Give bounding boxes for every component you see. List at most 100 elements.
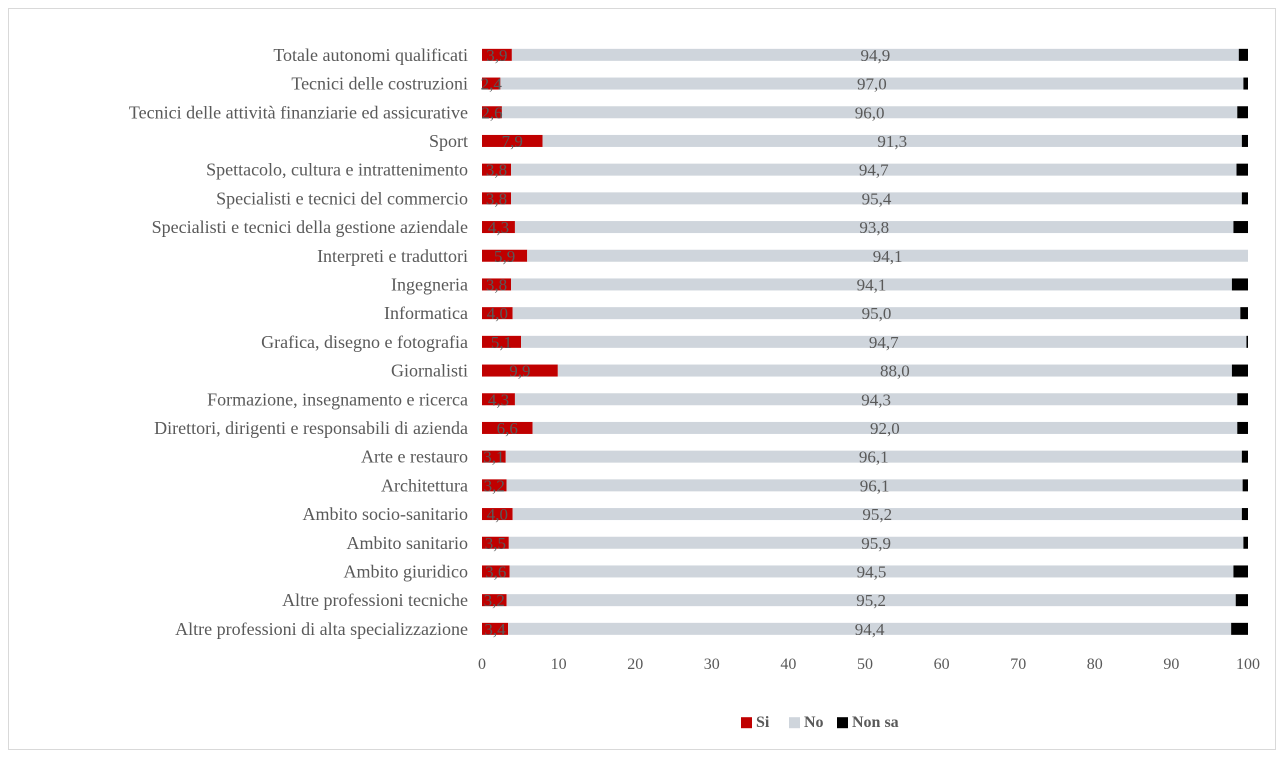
bar-si xyxy=(482,48,512,61)
legend-label: Non sa xyxy=(852,714,899,731)
bar-si xyxy=(482,134,543,147)
bar-si xyxy=(482,393,515,406)
data-label-no: 94,4 xyxy=(855,620,885,639)
bar-non-sa xyxy=(1243,77,1248,90)
category-label: Specialisti e tecnici del commercio xyxy=(216,188,468,208)
data-label-si: 3,1 xyxy=(483,448,504,467)
bar-si xyxy=(482,565,510,578)
x-tick-label: 30 xyxy=(704,656,720,673)
x-tick-label: 0 xyxy=(478,656,486,673)
data-label-no: 95,0 xyxy=(862,304,892,323)
category-label: Interpreti e traduttori xyxy=(317,246,468,266)
bar-si xyxy=(482,622,509,635)
data-label-no: 94,5 xyxy=(857,562,887,581)
data-label-no: 94,1 xyxy=(857,275,887,294)
data-label-no: 94,1 xyxy=(873,247,903,266)
x-tick-label: 10 xyxy=(551,656,567,673)
bar-non-sa xyxy=(1240,307,1248,320)
data-label-si: 4,0 xyxy=(487,304,508,323)
bar-no xyxy=(508,622,1232,635)
data-label-no: 95,4 xyxy=(862,189,892,208)
data-label-si: 3,2 xyxy=(484,476,505,495)
category-label: Ambito socio-sanitario xyxy=(303,504,468,524)
bar-non-sa xyxy=(1231,278,1248,291)
bar-non-sa xyxy=(1236,163,1248,176)
bar-no xyxy=(500,77,1244,90)
bar-non-sa xyxy=(1238,48,1248,61)
bar-si xyxy=(482,249,528,262)
x-tick-label: 80 xyxy=(1087,656,1103,673)
bar-si xyxy=(482,508,513,521)
category-label: Formazione, insegnamento e ricerca xyxy=(207,389,468,409)
bar-si xyxy=(482,536,509,549)
bar-si xyxy=(482,106,502,119)
data-label-no: 95,2 xyxy=(856,591,886,610)
bar-no xyxy=(514,221,1234,234)
bar-non-sa xyxy=(1233,565,1248,578)
legend-swatch-no xyxy=(789,717,800,729)
bar-no xyxy=(514,393,1238,406)
bar-si xyxy=(482,594,507,607)
bar-non-sa xyxy=(1231,364,1248,377)
bar-non-sa xyxy=(1231,622,1248,635)
category-label: Giornalisti xyxy=(391,361,468,381)
chart-frame: Totale autonomi qualificati 3,9 94,9 Tecnic… xyxy=(8,8,1276,750)
data-label-no: 94,7 xyxy=(869,333,899,352)
bar-non-sa xyxy=(1237,421,1248,434)
data-label-si: 3,2 xyxy=(484,591,505,610)
data-label-si: 3,8 xyxy=(486,161,507,180)
data-label-no: 95,2 xyxy=(862,505,892,524)
data-label-si: 6,6 xyxy=(497,419,518,438)
bar-si xyxy=(482,479,507,492)
category-label: Architettura xyxy=(381,475,468,495)
data-label-no: 96,1 xyxy=(860,476,890,495)
data-label-no: 91,3 xyxy=(877,132,907,151)
data-label-si: 3,9 xyxy=(486,46,507,65)
bar-no xyxy=(521,335,1247,348)
category-label: Sport xyxy=(429,131,468,151)
category-label: Spettacolo, cultura e intrattenimento xyxy=(206,160,468,180)
data-label-si: 4,3 xyxy=(488,218,509,237)
bar-non-sa xyxy=(1237,106,1248,119)
bar-si xyxy=(482,364,558,377)
legend-label: Si xyxy=(756,714,770,731)
bar-no xyxy=(542,134,1242,147)
bar-no xyxy=(512,508,1242,521)
data-label-si: 4,0 xyxy=(487,505,508,524)
bar-non-sa xyxy=(1237,393,1248,406)
bar-si xyxy=(482,163,512,176)
bar-non-sa xyxy=(1241,508,1248,521)
category-label: Direttori, dirigenti e responsabili di a… xyxy=(154,418,468,438)
data-label-si: 4,3 xyxy=(488,390,509,409)
data-label-si: 2,4 xyxy=(481,75,503,94)
category-label: Arte e restauro xyxy=(361,447,468,467)
category-label: Tecnici delle costruzioni xyxy=(291,74,468,94)
data-label-no: 96,1 xyxy=(859,448,889,467)
data-label-si: 3,8 xyxy=(486,189,507,208)
bar-si xyxy=(482,307,513,320)
bar-no xyxy=(511,163,1237,176)
category-label: Altre professioni tecniche xyxy=(282,590,468,610)
bar-no xyxy=(501,106,1238,119)
bar-no xyxy=(557,364,1232,377)
bar-si xyxy=(482,278,512,291)
bar-non-sa xyxy=(1241,192,1248,205)
data-label-no: 93,8 xyxy=(859,218,889,237)
category-label: Grafica, disegno e fotografia xyxy=(261,332,468,352)
bar-si xyxy=(482,77,501,90)
bar-no xyxy=(509,565,1234,578)
bar-si xyxy=(482,192,512,205)
category-label: Altre professioni di alta specializzazio… xyxy=(175,619,468,639)
bar-si xyxy=(482,221,515,234)
category-label: Ingegneria xyxy=(391,274,468,294)
data-label-si: 3,5 xyxy=(485,534,506,553)
category-label: Informatica xyxy=(384,303,468,323)
x-tick-label: 60 xyxy=(934,656,950,673)
bar-no xyxy=(532,421,1238,434)
legend-swatch-si xyxy=(741,717,752,729)
bar-no xyxy=(511,192,1242,205)
data-label-si: 3,4 xyxy=(484,620,506,639)
bar-non-sa xyxy=(1241,450,1248,463)
bar-si xyxy=(482,421,533,434)
legend-swatch-non-sa xyxy=(837,717,848,729)
